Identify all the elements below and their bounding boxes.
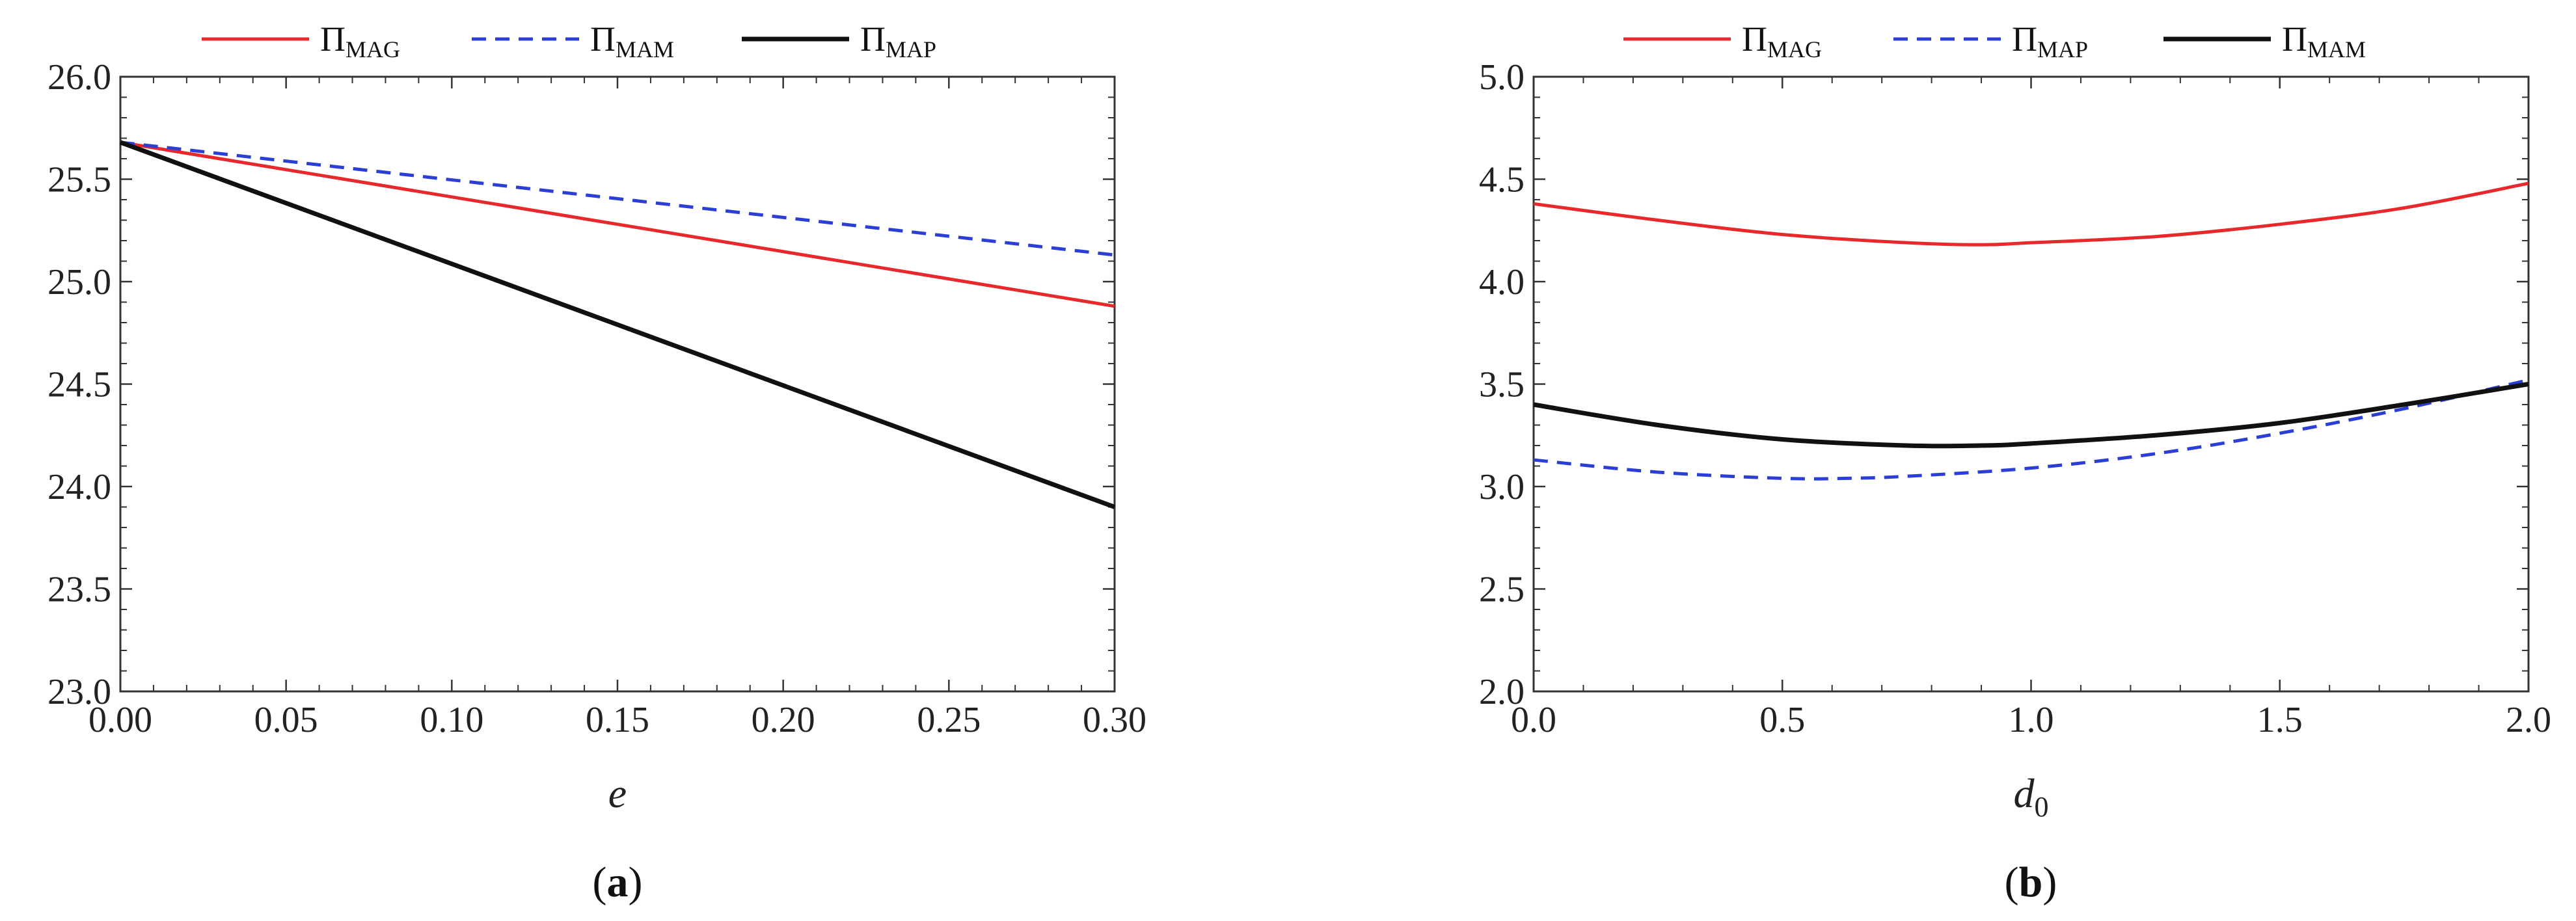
y-tick-label: 23.5 [47,570,111,610]
legend-subscript: MAG [346,36,400,62]
x-tick-label: 0.10 [420,700,483,740]
x-tick-label: 0.00 [88,700,152,740]
legend-subscript: MAG [1767,36,1822,62]
legend-symbol: Π [2282,20,2307,59]
y-tick-label: 3.0 [1479,467,1525,507]
y-tick-label: 2.5 [1479,570,1525,610]
series-line-map [1533,378,2529,481]
y-tick-label: 4.5 [1479,160,1525,200]
series-line-mag [1533,181,2529,247]
x-tick-label: 0.30 [1083,700,1146,740]
y-tick-label: 25.0 [47,262,111,302]
plot-frame [1532,75,2530,693]
x-axis-label: d0 [2014,770,2049,823]
series-line-mam [120,140,1115,257]
legend-subscript: MAP [2037,36,2088,62]
chart-panel-a: 0.00 0.05 0.10 0.15 0.20 0.25 0.30 23.0 23.5 24.0… [47,20,1146,906]
x-axis-label: e [608,770,627,816]
chart-panel-b: 0.0 0.5 1.0 1.5 2.02.02.53.03.54.04.55.0ΠMAG… [1479,20,2551,906]
x-tick-label: 0.0 [1511,700,1556,740]
legend-subscript: MAM [616,36,674,62]
panel-caption: (b) [2005,859,2057,906]
x-tick-label: 0.25 [917,700,981,740]
legend-symbol: Π [320,20,346,59]
y-tick-label: 26.0 [47,57,111,98]
legend-symbol: Π [1742,20,1767,59]
legend-label-mam: ΠMAM [590,20,674,62]
y-tick-label: 24.0 [47,467,111,507]
x-tick-label: 2.0 [2506,700,2551,740]
series-line-map [119,140,1116,509]
x-tick-label: 0.20 [752,700,815,740]
panel-caption: (a) [593,859,643,906]
y-tick-label: 25.5 [47,160,111,200]
y-tick-label: 5.0 [1479,57,1525,98]
y-tick-label: 24.5 [47,365,111,405]
y-tick-label: 3.5 [1479,365,1525,405]
legend-symbol: Π [2012,20,2037,59]
series-line-mag [120,140,1115,308]
plot-frame [119,75,1116,693]
legend-label-mam: ΠMAM [2282,20,2366,62]
x-tick-label: 0.05 [254,700,318,740]
legend-label-mag: ΠMAG [1742,20,1822,62]
x-tick-label: 1.5 [2257,700,2303,740]
y-tick-label: 4.0 [1479,262,1525,302]
y-tick-label: 23.0 [47,672,111,712]
legend-label-mag: ΠMAG [320,20,400,62]
series-line-mam [1533,382,2529,449]
legend-subscript: MAP [886,36,936,62]
legend-symbol: Π [590,20,616,59]
x-tick-label: 1.0 [2009,700,2054,740]
legend-label-map: ΠMAP [860,20,936,62]
legend-symbol: Π [860,20,886,59]
y-tick-label: 2.0 [1479,672,1525,712]
legend-label-map: ΠMAP [2012,20,2088,62]
x-tick-label: 0.15 [586,700,649,740]
x-tick-label: 0.5 [1759,700,1805,740]
legend-subscript: MAM [2307,36,2366,62]
